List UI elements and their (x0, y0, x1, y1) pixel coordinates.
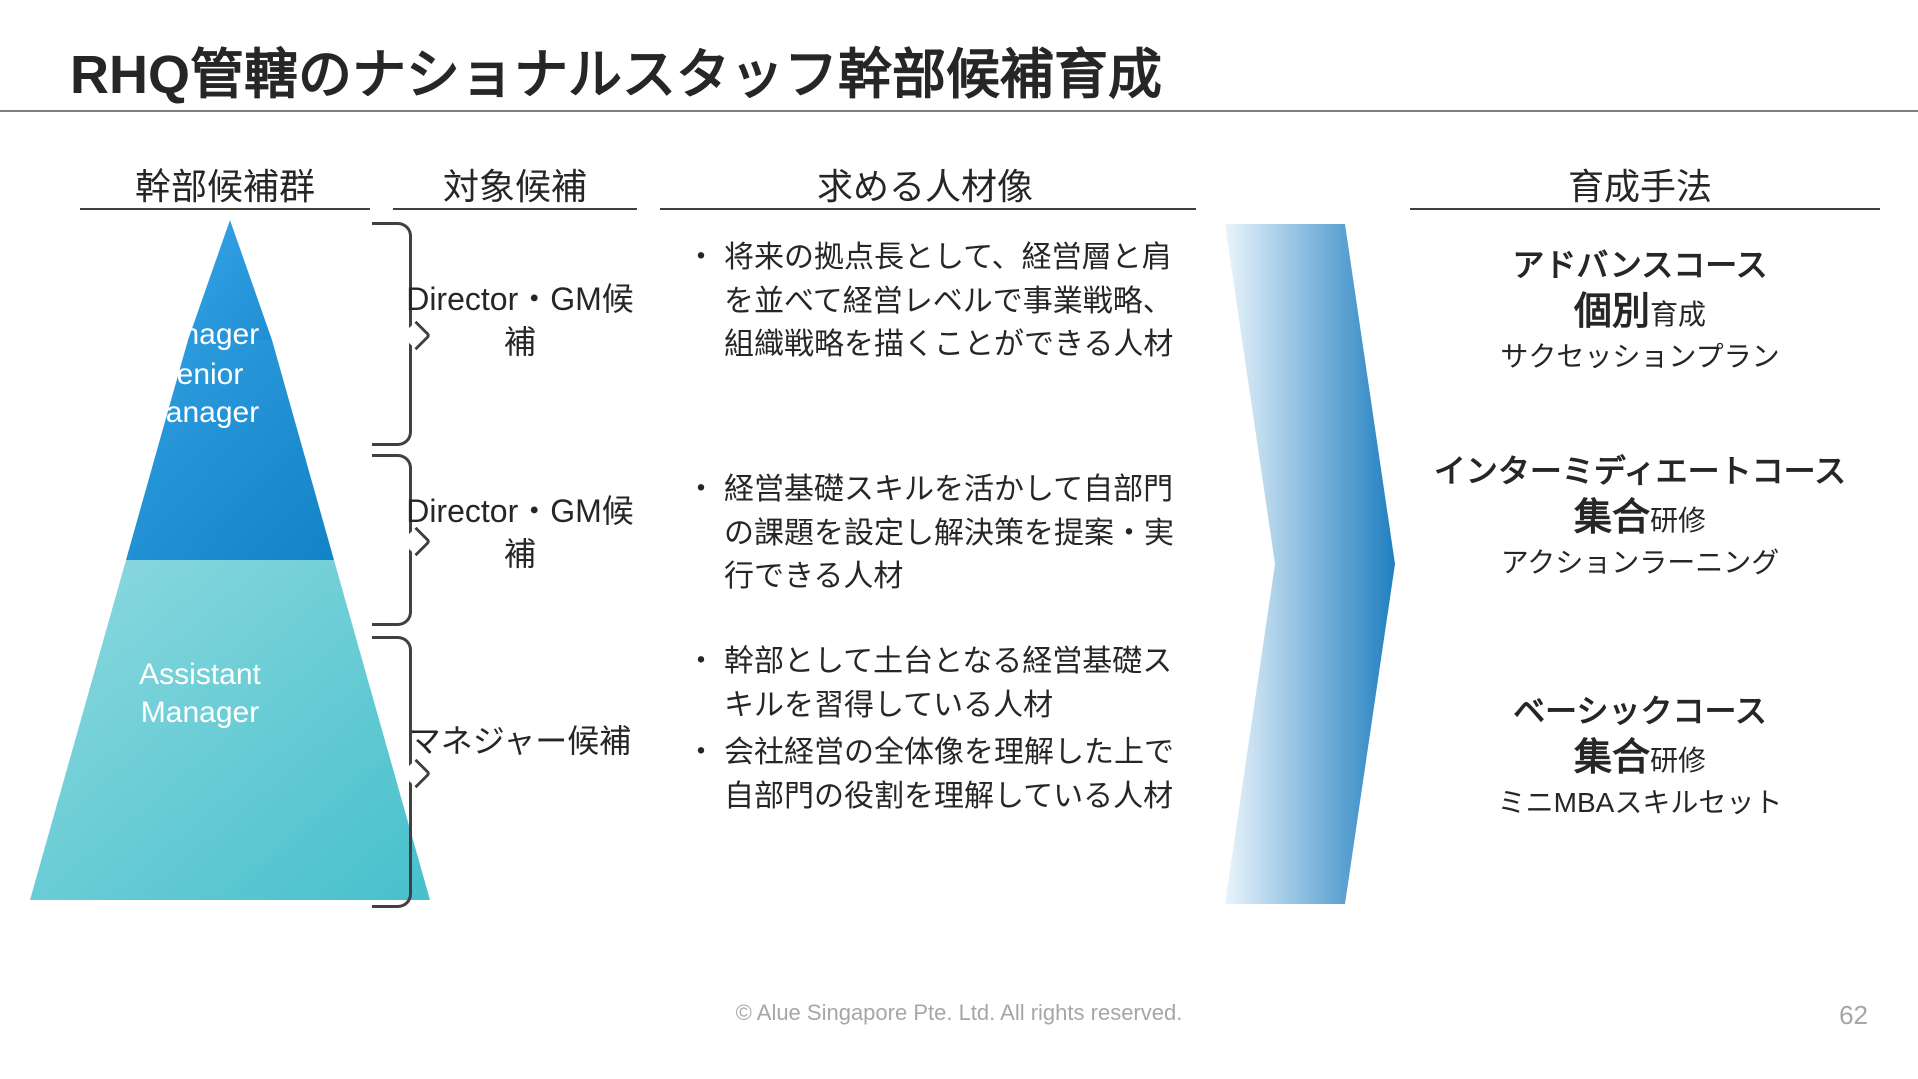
course-3-sub: ミニMBAスキルセット (1400, 784, 1880, 822)
course-row-3: ベーシックコース 集合研修 ミニMBAスキルセット (1400, 690, 1880, 822)
target-row-3: マネジャー候補 (400, 720, 640, 763)
course-2-sub: アクションラーニング (1400, 544, 1880, 582)
footer-copyright: © Alue Singapore Pte. Ltd. All rights re… (0, 1000, 1918, 1026)
pyramid-label-bot: Assistant Manager (100, 656, 300, 731)
pyramid-label-mid: Senior Manager (100, 356, 300, 431)
course-row-2: インターミディエートコース 集合研修 アクションラーニング (1400, 450, 1880, 582)
col2-header: 対象候補 (400, 158, 630, 210)
target-row-2: Director・GM候補 (400, 490, 640, 576)
course-3-title: ベーシックコース (1400, 690, 1880, 733)
col4-header: 育成手法 (1440, 158, 1840, 210)
profile-bullet: 経営基礎スキルを活かして自部門の課題を設定し解決策を提案・実行できる人材 (680, 468, 1200, 599)
profile-bullet: 会社経営の全体像を理解した上で自部門の役割を理解している人材 (680, 731, 1200, 818)
page-number: 62 (1839, 1000, 1868, 1031)
course-row-1: アドバンスコース 個別育成 サクセッションプラン (1400, 244, 1880, 376)
col1-rule (80, 208, 370, 210)
profile-row-3: 幹部として土台となる経営基礎スキルを習得している人材会社経営の全体像を理解した上… (680, 640, 1200, 822)
course-2-title: インターミディエートコース (1400, 450, 1880, 493)
title-rule (0, 110, 1918, 112)
brace-row-3 (372, 636, 412, 908)
arrow-separator (1225, 224, 1395, 904)
profile-bullet: 将来の拠点長として、経営層と肩を並べて経営レベルで事業戦略、組織戦略を描くことが… (680, 236, 1200, 367)
course-1-format: 個別育成 (1400, 287, 1880, 338)
course-3-format: 集合研修 (1400, 733, 1880, 784)
course-1-sub: サクセッションプラン (1400, 338, 1880, 376)
pyramid-label-top: Manager (100, 316, 300, 354)
course-2-format: 集合研修 (1400, 493, 1880, 544)
target-row-1: Director・GM候補 (400, 278, 640, 364)
page-title: RHQ管轄のナショナルスタッフ幹部候補育成 (70, 30, 1162, 109)
col4-rule (1410, 208, 1880, 210)
col1-header: 幹部候補群 (80, 158, 370, 210)
col2-rule (393, 208, 637, 210)
profile-row-2: 経営基礎スキルを活かして自部門の課題を設定し解決策を提案・実行できる人材 (680, 468, 1200, 603)
col3-header: 求める人材像 (690, 158, 1160, 210)
col3-rule (660, 208, 1196, 210)
profile-row-1: 将来の拠点長として、経営層と肩を並べて経営レベルで事業戦略、組織戦略を描くことが… (680, 236, 1200, 371)
profile-bullet: 幹部として土台となる経営基礎スキルを習得している人材 (680, 640, 1200, 727)
course-1-title: アドバンスコース (1400, 244, 1880, 287)
